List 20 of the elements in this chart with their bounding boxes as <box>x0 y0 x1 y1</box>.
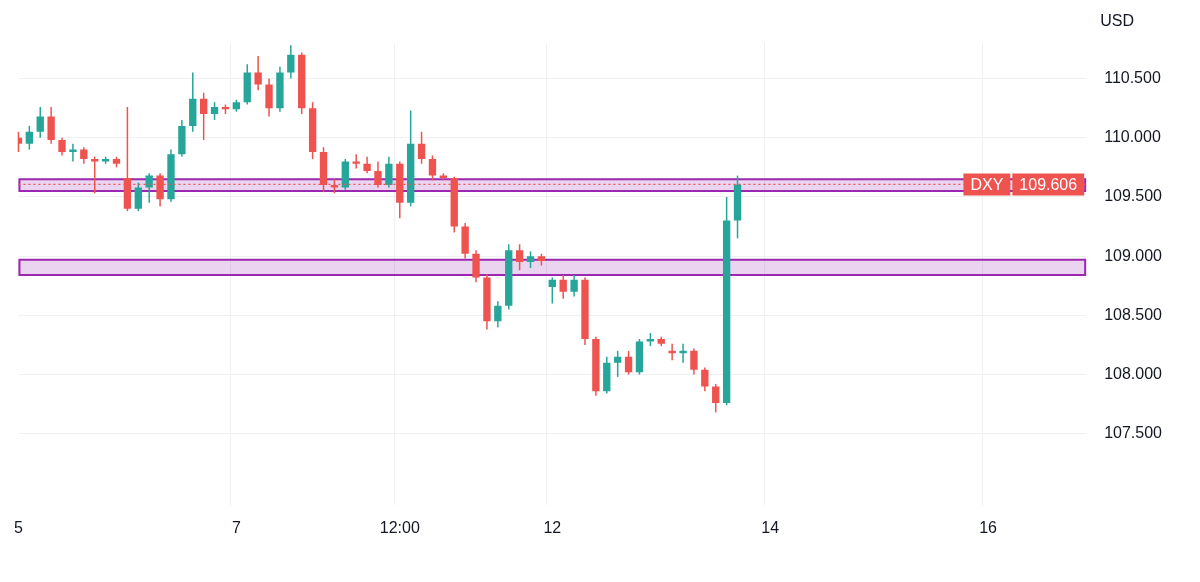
x-tick-label: 5 <box>14 518 23 536</box>
y-tick-label: 109.500 <box>1104 187 1163 205</box>
x-tick-label: 7 <box>231 518 241 536</box>
candlestick <box>668 343 676 361</box>
y-tick-label: 110.500 <box>1104 68 1161 86</box>
candlestick <box>679 343 687 363</box>
ref-line-label: 109.606 <box>1019 175 1078 193</box>
x-tick-label: 16 <box>979 518 998 536</box>
y-axis-title: USD <box>1100 12 1134 30</box>
y-tick-label: 108.000 <box>1104 364 1163 382</box>
candlestick <box>352 154 360 169</box>
text: DXY <box>970 175 1004 193</box>
y-tick-label: 110.000 <box>1104 128 1161 146</box>
y-tick-label: 109.000 <box>1104 246 1163 264</box>
y-tick-label: 107.500 <box>1104 424 1163 442</box>
x-tick-label: 14 <box>761 518 780 536</box>
y-tick-label: 108.500 <box>1104 305 1163 323</box>
candlestick <box>69 143 77 162</box>
x-tick-label: 12 <box>543 518 562 536</box>
x-tick-label: 12:00 <box>379 518 420 536</box>
